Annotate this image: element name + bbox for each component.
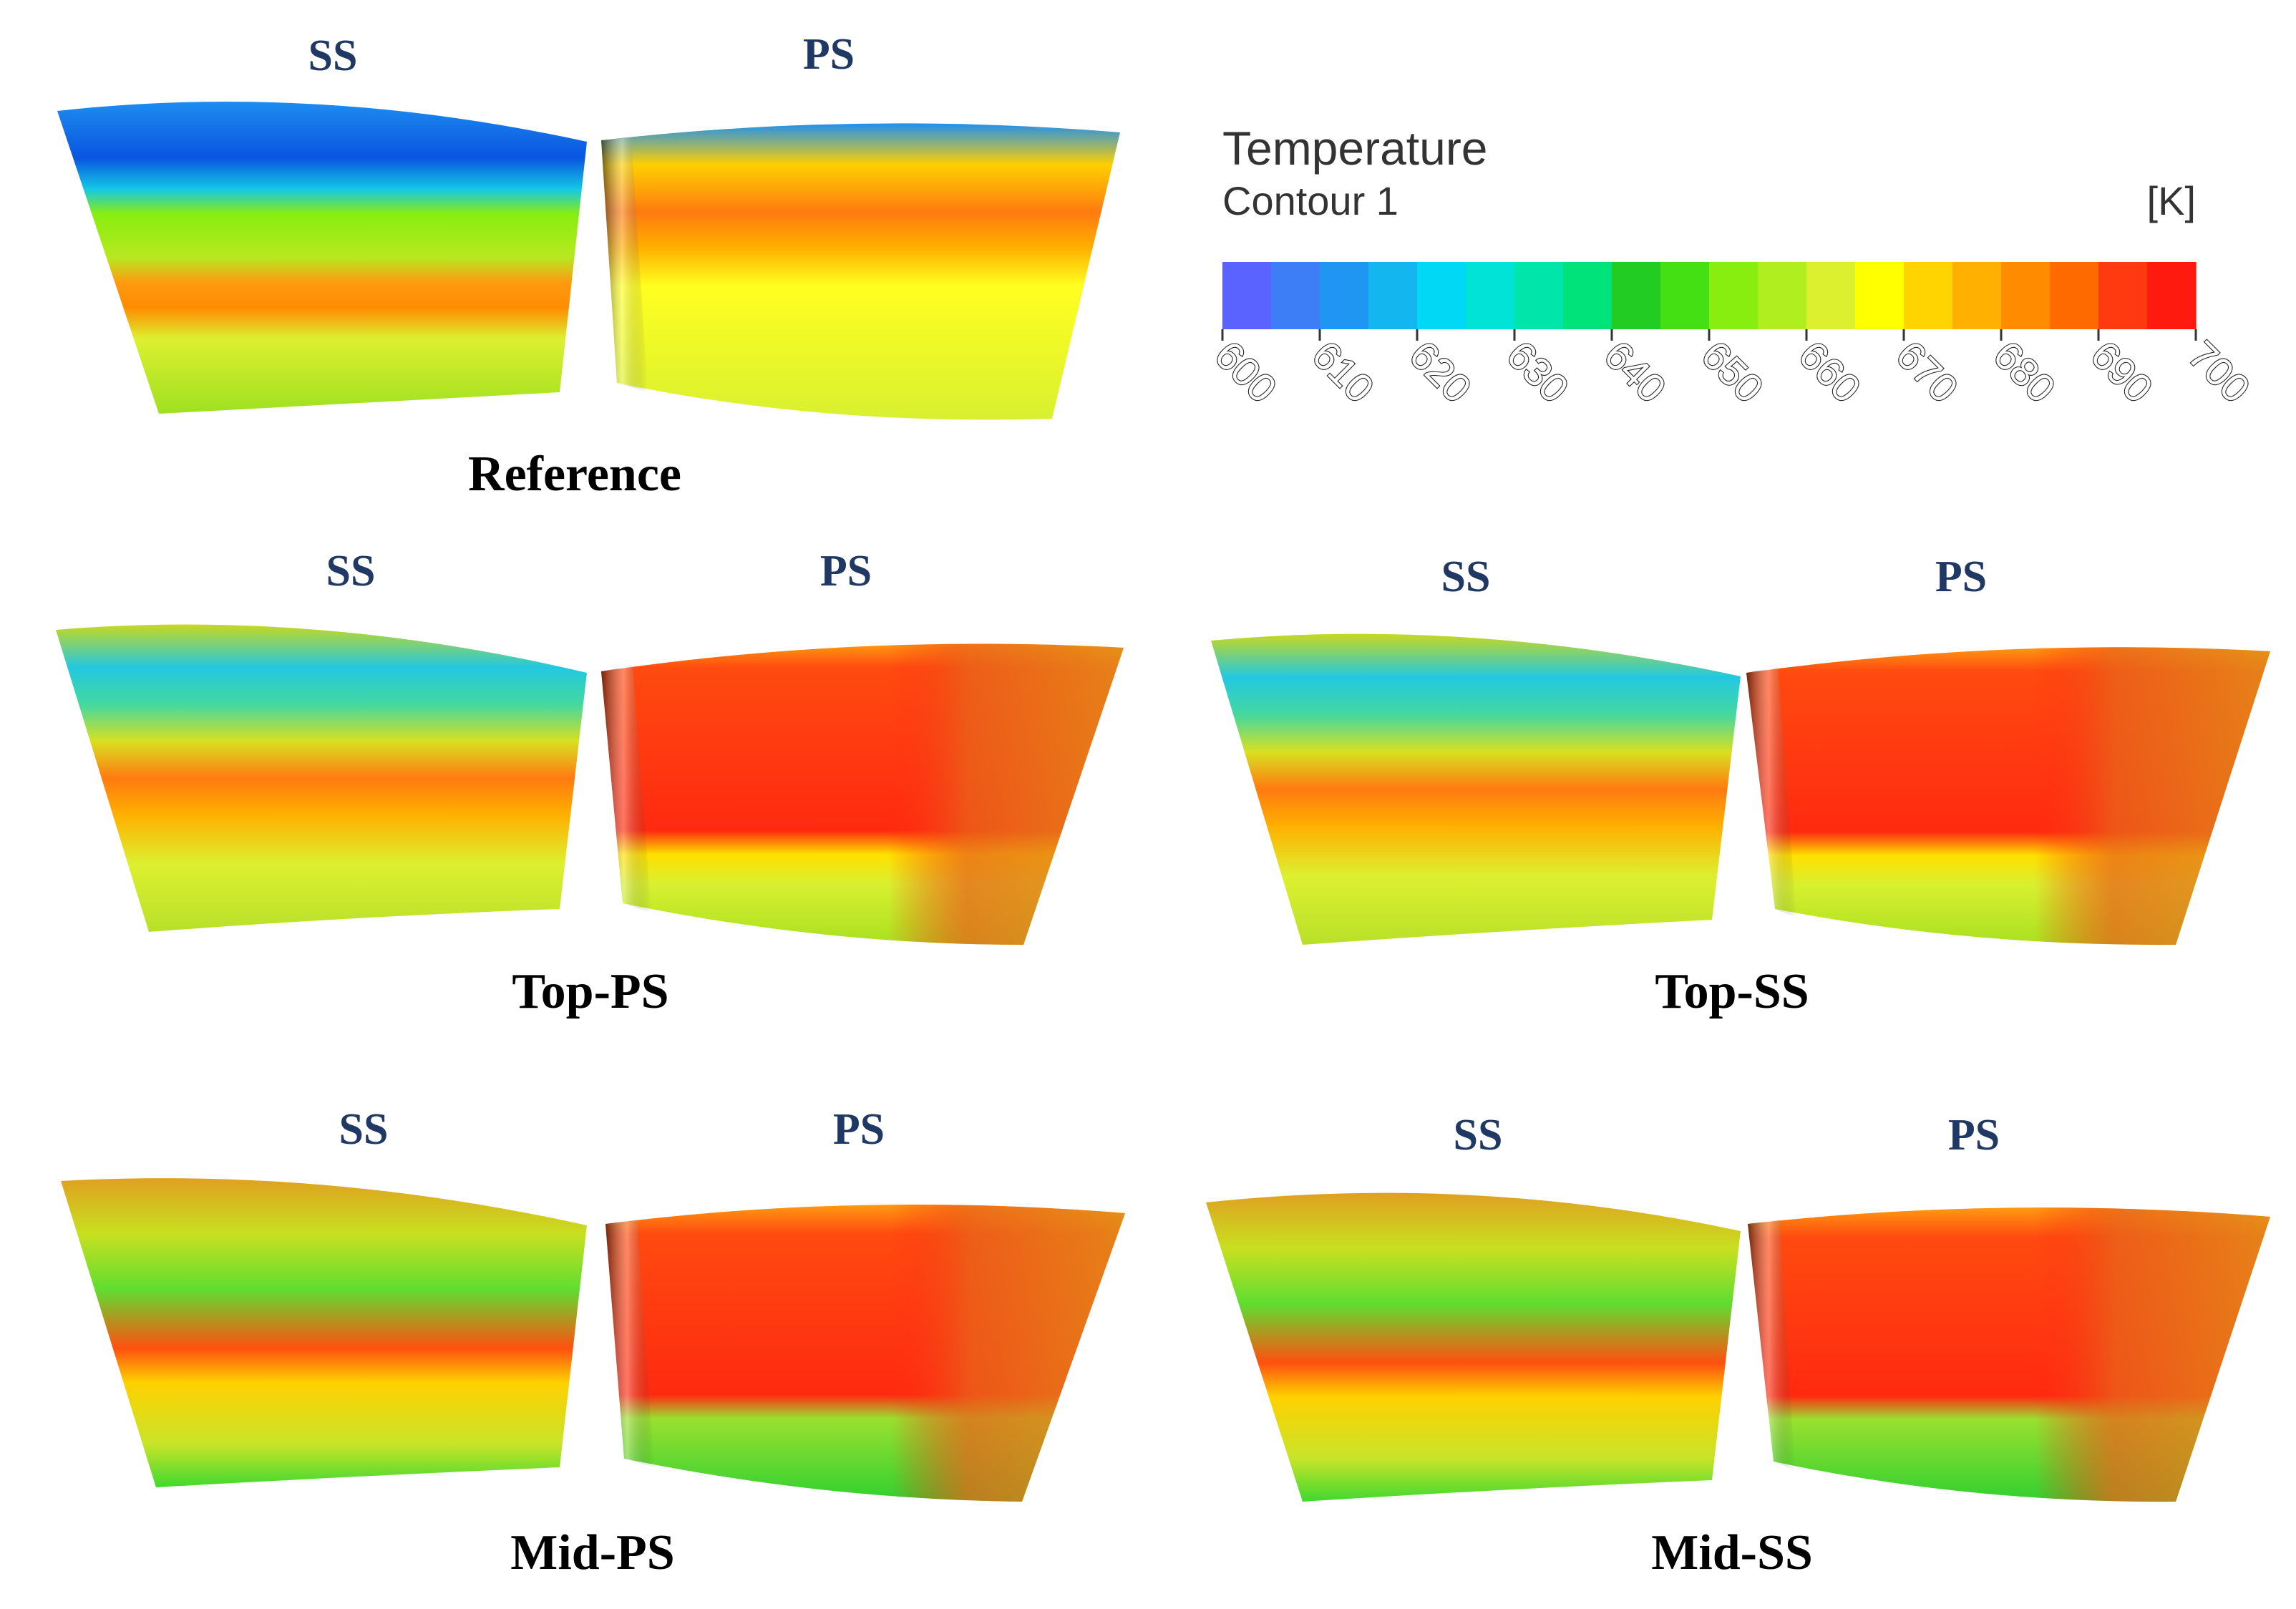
pressure-side-outer-band xyxy=(605,1205,1125,1502)
ss-label: SS xyxy=(1454,1111,1503,1160)
panel-mid-ss: SS PS Mid-SS xyxy=(1206,1111,2270,1580)
colorbar-tick-label: 680 xyxy=(1985,332,2065,412)
ss-label: SS xyxy=(326,547,376,596)
colorbar-unit: [K] xyxy=(2147,178,2196,223)
leading-edge-shade xyxy=(1746,667,1796,918)
colorbar-tick-label: 600 xyxy=(1207,332,1286,412)
colorbar-swatch xyxy=(1466,262,1515,329)
colorbar-swatch xyxy=(1904,262,1953,329)
colorbar-swatch xyxy=(1320,262,1369,329)
pressure-side-outer-band xyxy=(601,643,1124,945)
ps-label: PS xyxy=(1948,1111,2000,1160)
colorbar-swatch xyxy=(1612,262,1661,329)
colorbar-swatch xyxy=(2001,262,2051,329)
colorbar-tick-label: 630 xyxy=(1499,332,1578,412)
colorbar-swatch xyxy=(1660,262,1710,329)
colorbar-tick-label: 610 xyxy=(1304,332,1383,412)
colorbar-tick-label: 650 xyxy=(1693,332,1773,412)
colorbar-swatch xyxy=(1806,262,1856,329)
colorbar-title: Temperature xyxy=(1222,122,1488,175)
ss-label: SS xyxy=(308,31,358,80)
leading-edge-shade xyxy=(1748,1220,1795,1470)
panel-top-ps: SS PS Top-PS xyxy=(56,547,1124,1019)
ps-label: PS xyxy=(820,547,872,596)
ss-label: SS xyxy=(339,1105,389,1154)
panel-mid-ps: SS PS Mid-PS xyxy=(61,1105,1125,1580)
suction-side-contour xyxy=(57,101,587,414)
pressure-side-outer-band xyxy=(1748,1207,2270,1502)
colorbar-swatch xyxy=(1514,262,1564,329)
colorbar-swatch xyxy=(2050,262,2099,329)
suction-side-contour xyxy=(61,1178,587,1487)
colorbar-swatch xyxy=(1709,262,1759,329)
pressure-side-outer-band xyxy=(1746,647,2270,946)
leading-edge-shade xyxy=(601,137,648,392)
suction-side-contour xyxy=(56,624,587,932)
leading-edge-shade xyxy=(605,1220,654,1467)
case-label: Mid-PS xyxy=(510,1525,674,1580)
colorbar-subtitle: Contour 1 xyxy=(1222,178,1398,223)
suction-side-contour xyxy=(1206,1192,1741,1502)
suction-side-contour xyxy=(1211,633,1741,945)
colorbar-swatch xyxy=(1758,262,1807,329)
colorbar-swatch xyxy=(1368,262,1418,329)
colorbar-ticks: 600 610 620 630 640 650 660 670 680 690 700 xyxy=(1205,329,2259,412)
colorbar-swatch xyxy=(1952,262,2002,329)
ps-label: PS xyxy=(803,30,855,79)
colorbar-tick-label: 700 xyxy=(2180,332,2259,412)
case-label: Reference xyxy=(468,447,681,502)
panel-reference: SS PS Reference xyxy=(57,30,1120,502)
colorbar-swatch xyxy=(1563,262,1612,329)
case-label: Mid-SS xyxy=(1651,1525,1813,1580)
panel-top-ss: SS PS Top-SS xyxy=(1211,553,2270,1019)
colorbar-swatch xyxy=(1855,262,1905,329)
colorbar-swatches xyxy=(1222,262,2197,329)
colorbar-legend: Temperature Contour 1 [K] 600 610 620 630 64… xyxy=(1205,122,2259,412)
colorbar-tick-label: 640 xyxy=(1596,332,1675,412)
colorbar-swatch xyxy=(1222,262,1272,329)
colorbar-tick-label: 620 xyxy=(1401,332,1481,412)
colorbar-tick-label: 660 xyxy=(1791,332,1870,412)
ps-label: PS xyxy=(833,1105,885,1154)
colorbar-tick-label: 670 xyxy=(1888,332,1967,412)
ps-label: PS xyxy=(1935,553,1987,601)
leading-edge-shade xyxy=(601,666,651,913)
case-label: Top-PS xyxy=(512,964,668,1019)
colorbar-swatch xyxy=(1417,262,1466,329)
pressure-side-contour xyxy=(601,123,1120,420)
colorbar-swatch xyxy=(2098,262,2148,329)
colorbar-swatch xyxy=(1271,262,1320,329)
colorbar-tick-label: 690 xyxy=(2083,332,2162,412)
colorbar-swatch xyxy=(2147,262,2197,329)
ss-label: SS xyxy=(1441,553,1491,601)
case-label: Top-SS xyxy=(1655,964,1809,1019)
